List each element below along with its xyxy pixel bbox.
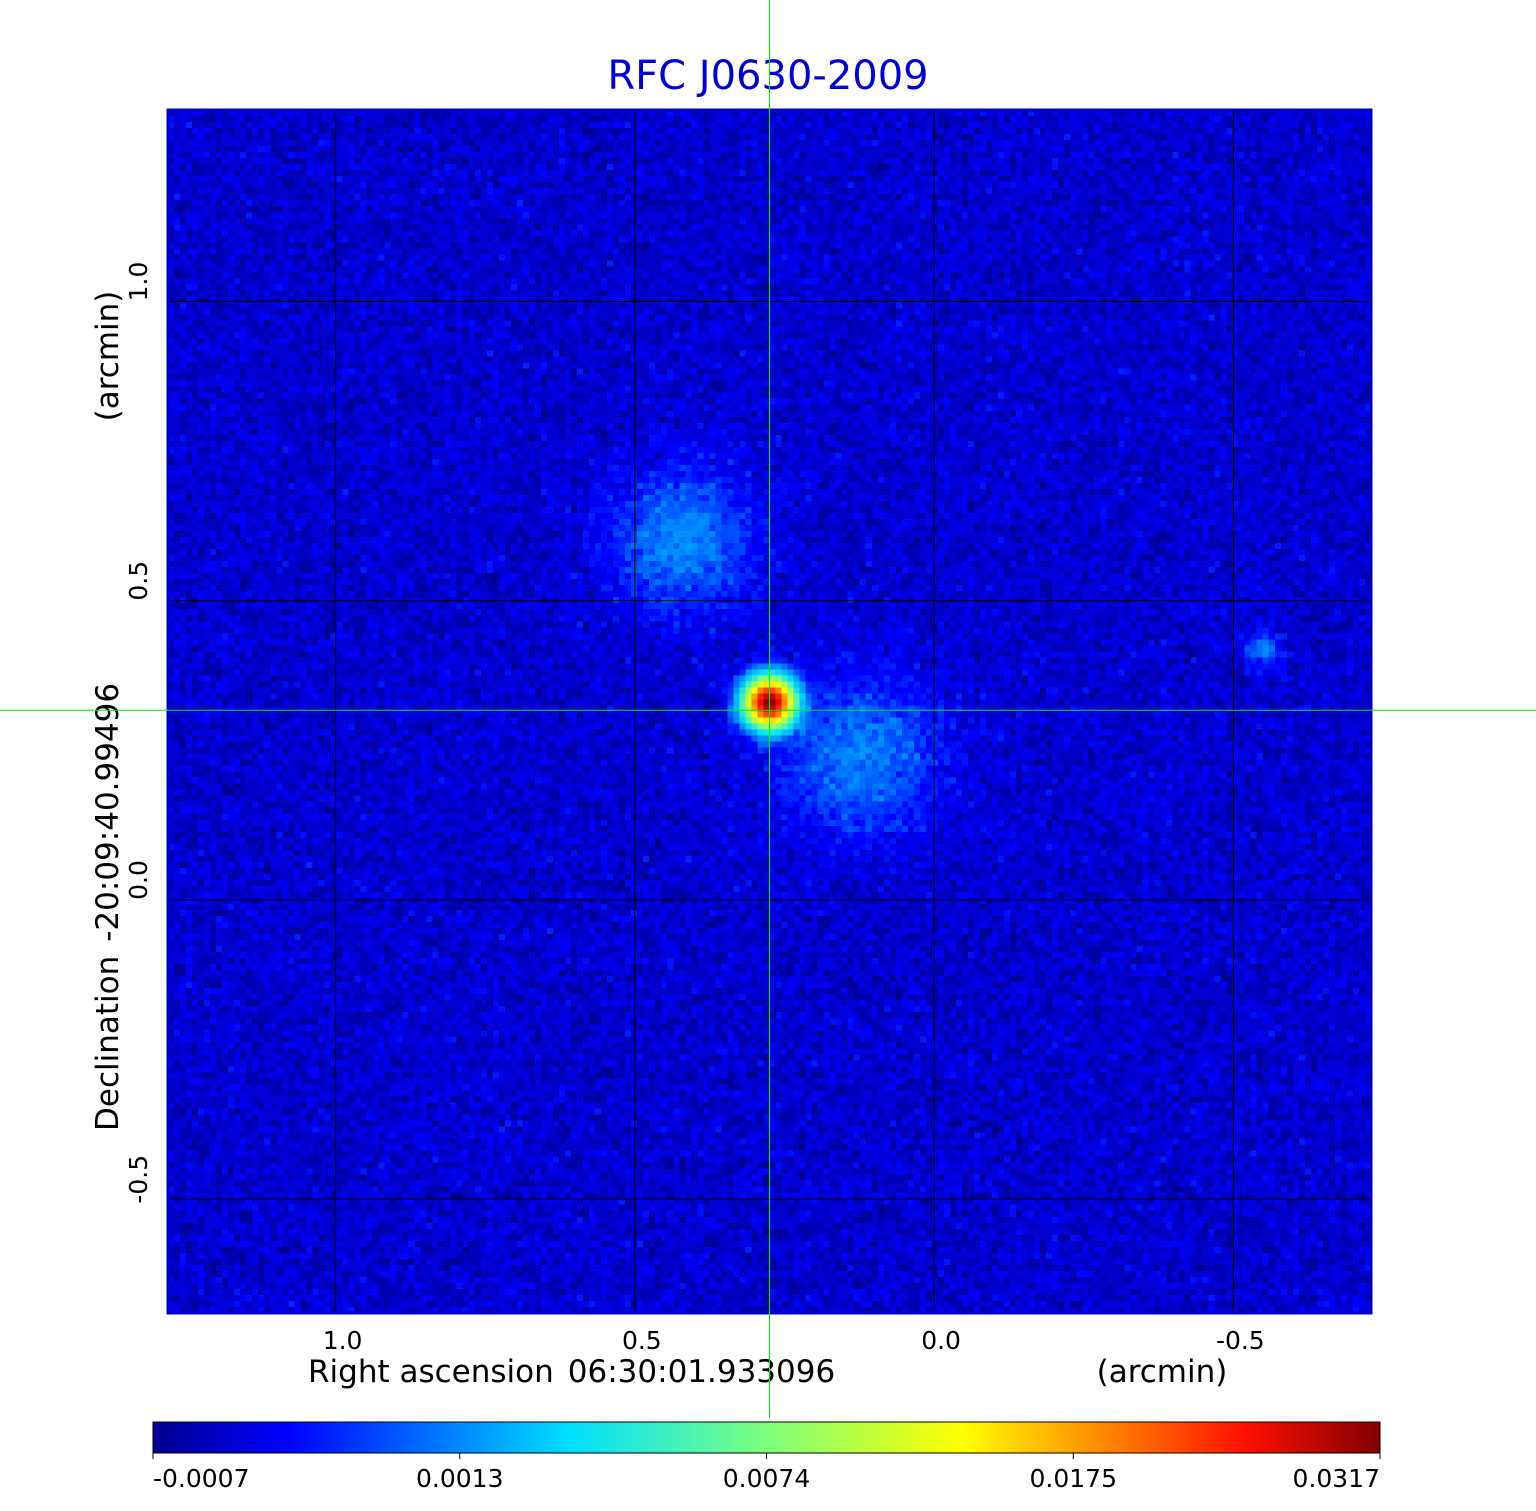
colorbar-tick-label: 0.0175 (1030, 1464, 1117, 1493)
x-axis-label: Right ascension 06:30:01.933096 (308, 1354, 835, 1390)
colorbar-tick-label: 0.0074 (723, 1464, 810, 1493)
y-axis-center: -20:09:40.99496 (90, 683, 126, 942)
colorbar-tick-labels: -0.0007 0.0013 0.0074 0.0175 0.0317 (152, 1453, 1381, 1493)
y-axis-unit: (arcmin) (90, 291, 126, 422)
y-tick-label: -0.5 (124, 1155, 153, 1204)
y-tick-label: 0.5 (124, 561, 153, 601)
x-axis-center: 06:30:01.933096 (568, 1354, 835, 1390)
x-tick-label: 0.5 (622, 1326, 662, 1355)
colorbar-tick-label: 0.0317 (1293, 1464, 1380, 1493)
y-tick-label: 1.0 (124, 262, 153, 302)
x-tick-label: 1.0 (323, 1326, 363, 1355)
x-tick-labels: 1.0 0.5 0.0 -0.5 (323, 1326, 1265, 1355)
x-axis-unit: (arcmin) (1097, 1354, 1228, 1390)
colorbar-tick-label: -0.0007 (153, 1464, 250, 1493)
colorbar-tick-label: 0.0013 (416, 1464, 503, 1493)
x-tick-label: -0.5 (1216, 1326, 1265, 1355)
y-tick-labels: 1.0 0.5 0.0 -0.5 (124, 262, 153, 1204)
x-axis-name: Right ascension (308, 1354, 554, 1390)
chart-title: RFC J0630-2009 (607, 53, 928, 99)
y-tick-label: 0.0 (124, 860, 153, 900)
colorbar: -0.0007 0.0013 0.0074 0.0175 0.0317 (152, 1421, 1381, 1493)
colorbar-gradient (152, 1421, 1381, 1454)
y-axis-label: Declination -20:09:40.99496 (90, 683, 126, 1131)
y-axis-name: Declination (90, 956, 126, 1131)
x-tick-label: 0.0 (921, 1326, 961, 1355)
